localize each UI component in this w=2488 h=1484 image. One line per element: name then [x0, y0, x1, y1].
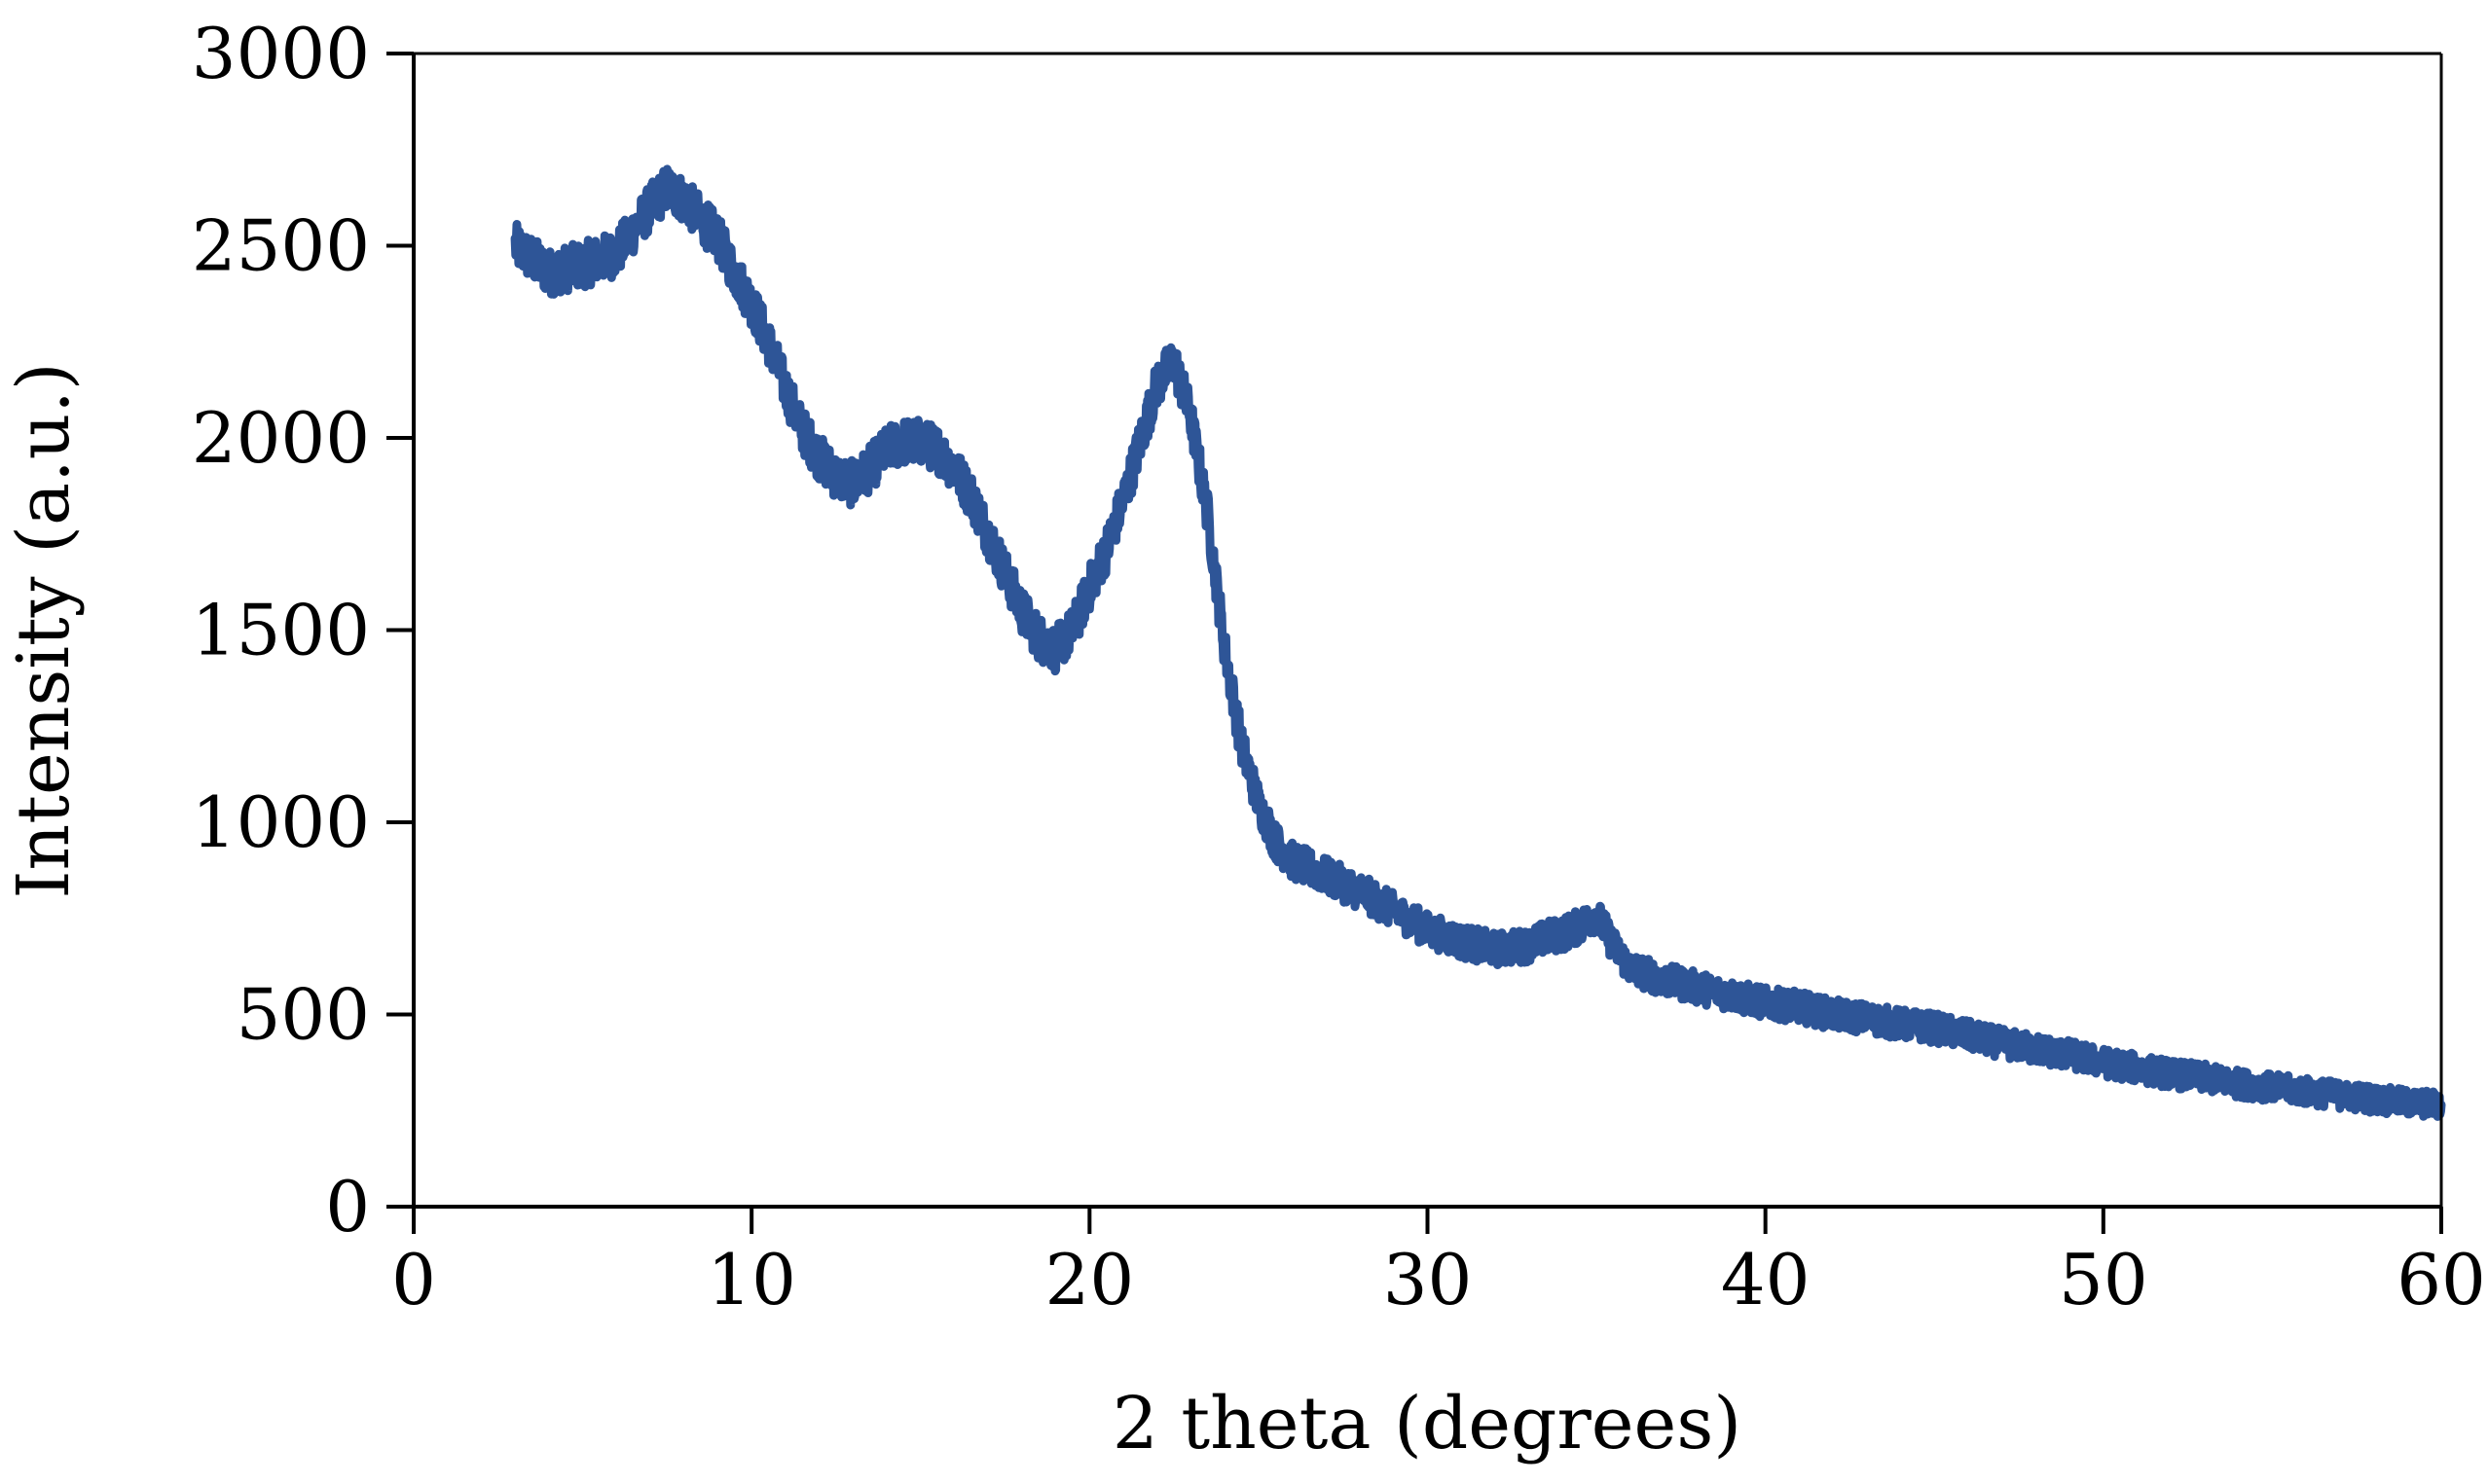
x-tick-label: 30: [1383, 1239, 1473, 1321]
y-axis-ticks: 0 500 1000 1500 2000 2500 3000: [192, 13, 414, 1248]
plot-area: [510, 164, 2446, 1121]
y-tick-label: 1500: [192, 590, 370, 671]
y-tick-label: 3000: [192, 13, 370, 94]
y-tick-label: 500: [237, 974, 370, 1056]
x-tick-label: 20: [1045, 1239, 1135, 1321]
x-tick-label: 60: [2397, 1239, 2486, 1321]
x-tick-label: 40: [1721, 1239, 1811, 1321]
y-tick-label: 0: [325, 1166, 370, 1248]
intensity-series-line: [510, 164, 2446, 1121]
y-tick-label: 1000: [192, 781, 370, 863]
x-tick-label: 50: [2059, 1239, 2148, 1321]
y-tick-label: 2000: [192, 397, 370, 479]
x-tick-label: 0: [391, 1239, 436, 1321]
x-axis-label: 2 theta (degrees): [1113, 1382, 1741, 1466]
x-axis-ticks: 0 10 20 30 40 50 60: [391, 1207, 2486, 1321]
y-tick-label: 2500: [192, 205, 370, 287]
y-axis-label: Intensity (a.u.): [2, 362, 86, 898]
x-tick-label: 10: [707, 1239, 796, 1321]
